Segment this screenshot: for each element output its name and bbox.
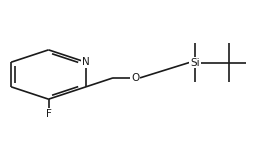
Text: N: N (82, 57, 90, 67)
Text: O: O (131, 73, 139, 83)
Text: F: F (46, 109, 52, 119)
Text: Si: Si (190, 58, 200, 68)
